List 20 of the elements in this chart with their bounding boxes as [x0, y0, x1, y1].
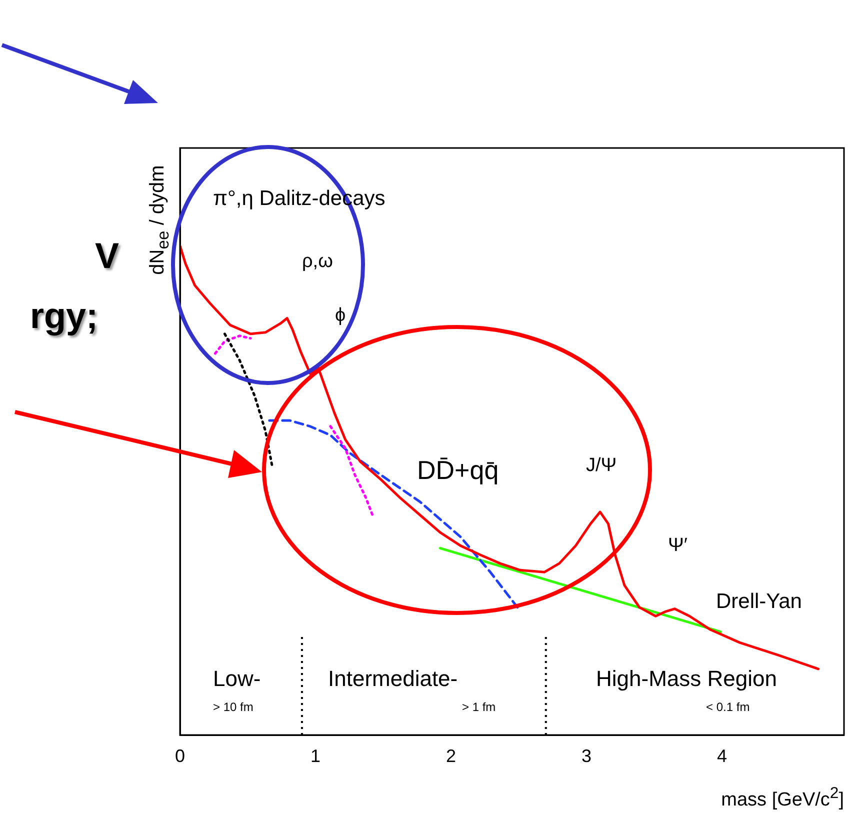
- text: V: [95, 235, 120, 276]
- annotation: ϕ: [335, 305, 346, 327]
- x-tick-label: 0: [174, 746, 186, 766]
- annotation: < 0.1 fm: [706, 700, 750, 714]
- annotation: Ψ′: [668, 535, 688, 557]
- x-tick-label: 3: [582, 746, 592, 766]
- x-axis-title: mass [GeV/c$^{2}$]: [721, 785, 844, 812]
- annotation: DD̄+qq̄: [417, 455, 499, 485]
- x-tick-label: 4: [717, 746, 728, 766]
- annotation: ρ,ω: [302, 251, 333, 273]
- annotation: > 10 fm: [213, 700, 254, 714]
- annotation: Intermediate-: [328, 666, 458, 692]
- annotation: Low-: [213, 666, 261, 692]
- annotation: J/Ψ: [586, 455, 617, 477]
- annotation: High-Mass Region: [596, 666, 777, 692]
- text: rgy;: [30, 295, 98, 336]
- annotation: Drell-Yan: [716, 590, 802, 614]
- annotation: > 1 fm: [462, 700, 496, 714]
- x-tick-label: 1: [310, 746, 321, 766]
- x-tick-label: 2: [446, 746, 456, 766]
